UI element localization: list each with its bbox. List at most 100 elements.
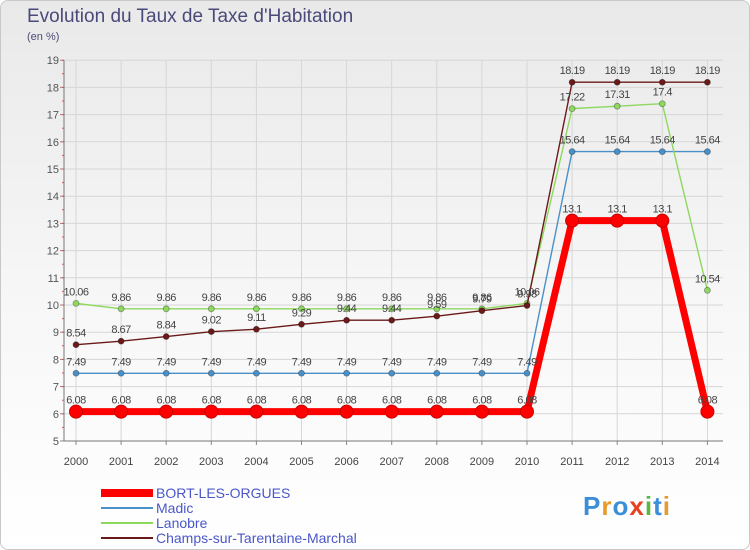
data-label-BORT-LES-ORGUES: 6.08 [247,395,267,407]
grid [64,59,723,442]
data-label-Lanobre: 9.86 [292,292,312,304]
data-label-BORT-LES-ORGUES: 6.08 [156,395,176,407]
data-label-Champs-sur-Tarentaine-Marchal: 18.19 [650,65,675,77]
data-point-Champs-sur-Tarentaine-Marchal [117,337,125,345]
data-point-Madic [117,369,125,377]
data-point-Lanobre [117,305,125,313]
x-tick-label: 2005 [289,456,313,468]
data-point-Champs-sur-Tarentaine-Marchal [343,316,351,324]
data-point-Champs-sur-Tarentaine-Marchal [613,78,621,86]
data-label-Lanobre: 17.4 [653,87,673,99]
data-label-Lanobre: 9.86 [202,292,222,304]
data-point-BORT-LES-ORGUES [565,213,580,228]
x-tick-label: 2002 [154,456,178,468]
legend-swatch [101,506,153,509]
data-label-Lanobre: 9.86 [472,292,492,304]
y-tick-label: 8 [53,354,59,366]
data-point-Champs-sur-Tarentaine-Marchal [388,316,396,324]
data-label-Madic: 15.64 [560,135,585,147]
x-tick-label: 2008 [425,456,449,468]
data-label-BORT-LES-ORGUES: 6.08 [698,395,718,407]
data-point-Champs-sur-Tarentaine-Marchal [568,78,576,86]
data-point-BORT-LES-ORGUES [114,404,129,419]
data-label-Lanobre: 9.86 [337,292,357,304]
data-point-BORT-LES-ORGUES [520,404,534,419]
legend-label: Champs-sur-Tarentaine-Marchal [156,529,357,546]
data-point-BORT-LES-ORGUES [429,404,444,419]
x-tick-label: 2004 [244,456,268,468]
y-tick-label: 7 [53,382,59,394]
data-point-Madic [343,369,351,377]
data-point-Lanobre [72,299,80,307]
data-label-Champs-sur-Tarentaine-Marchal: 9.29 [292,307,312,319]
data-point-BORT-LES-ORGUES [474,404,489,419]
x-tick-label: 2013 [650,456,674,468]
data-label-Madic: 7.49 [382,356,402,368]
data-label-Madic: 15.64 [605,135,630,147]
x-tick-label: 2001 [109,456,133,468]
data-point-BORT-LES-ORGUES [610,213,625,228]
data-label-Champs-sur-Tarentaine-Marchal: 9.44 [382,303,402,315]
data-point-Champs-sur-Tarentaine-Marchal [72,341,80,349]
y-tick-label: 15 [47,164,59,176]
data-point-Madic [523,369,531,377]
data-label-BORT-LES-ORGUES: 6.08 [517,395,537,407]
data-point-BORT-LES-ORGUES [655,213,670,228]
y-tick-label: 10 [47,300,59,312]
x-tick-label: 2010 [515,456,539,468]
line-chart: 5 6 7 8 9 10 11 12 13 14 15 16 17 18 19 2000 2001 2002 200… [47,55,723,468]
data-point-Champs-sur-Tarentaine-Marchal [478,307,486,315]
legend-swatch [101,521,153,524]
data-point-Champs-sur-Tarentaine-Marchal [433,312,441,320]
y-tick-label: 11 [48,273,59,285]
data-label-Madic: 15.64 [695,135,720,147]
data-point-Madic [388,369,396,377]
data-label-Lanobre: 10.54 [695,273,720,285]
proxiti-logo: Proxiti [583,491,671,521]
data-label-BORT-LES-ORGUES: 13.1 [607,204,627,216]
data-point-Champs-sur-Tarentaine-Marchal [658,78,666,86]
data-point-BORT-LES-ORGUES [204,404,219,419]
data-label-Champs-sur-Tarentaine-Marchal: 8.84 [156,320,176,332]
data-label-BORT-LES-ORGUES: 6.08 [382,395,402,407]
data-point-Madic [72,369,80,377]
data-point-Lanobre [298,305,305,313]
data-point-Champs-sur-Tarentaine-Marchal [207,328,215,336]
data-label-Madic: 7.49 [517,356,537,368]
data-label-Champs-sur-Tarentaine-Marchal: 8.67 [111,324,131,336]
chart-title: Evolution du Taux de Taxe d'Habitation [27,6,354,27]
data-label-Lanobre: 9.86 [247,292,267,304]
data-point-Lanobre [433,305,441,313]
data-point-Champs-sur-Tarentaine-Marchal [523,302,531,309]
data-label-Madic: 7.49 [202,356,222,368]
data-label-Madic: 7.49 [472,356,492,368]
data-label-Champs-sur-Tarentaine-Marchal: 9.02 [202,315,222,327]
legend-item: Lanobre [101,514,357,531]
data-label-Champs-sur-Tarentaine-Marchal: 18.19 [605,65,630,77]
data-point-BORT-LES-ORGUES [339,404,354,419]
y-tick-label: 12 [47,246,59,258]
x-tick-label: 2011 [560,456,584,468]
legend-label: Madic [156,499,194,516]
data-label-Lanobre: 10.06 [514,286,539,298]
data-point-Lanobre [568,105,576,113]
data-point-Lanobre [207,305,215,313]
data-point-Madic [162,369,170,377]
y-tick-label: 16 [47,137,59,149]
data-label-Champs-sur-Tarentaine-Marchal: 9.11 [247,312,266,324]
data-point-BORT-LES-ORGUES [700,404,715,419]
x-tick-label: 2003 [199,456,223,468]
series-lines [69,78,715,419]
data-label-Madic: 7.49 [111,356,131,368]
data-label-Madic: 15.64 [650,135,675,147]
data-label-Champs-sur-Tarentaine-Marchal: 9.98 [517,289,537,301]
legend-item: BORT-LES-ORGUES [101,485,357,501]
data-labels: 6.08 6.08 6.08 6.08 6.08 6.08 6.08 6.08 6.08 6.08… [63,65,720,406]
data-point-Madic [298,369,305,377]
data-point-Champs-sur-Tarentaine-Marchal [298,320,305,328]
data-label-Madic: 7.49 [292,356,312,368]
legend-label: Lanobre [156,514,208,531]
data-label-Champs-sur-Tarentaine-Marchal: 9.59 [427,299,447,311]
data-label-Lanobre: 17.31 [605,89,630,101]
data-label-Champs-sur-Tarentaine-Marchal: 9.44 [337,303,357,315]
